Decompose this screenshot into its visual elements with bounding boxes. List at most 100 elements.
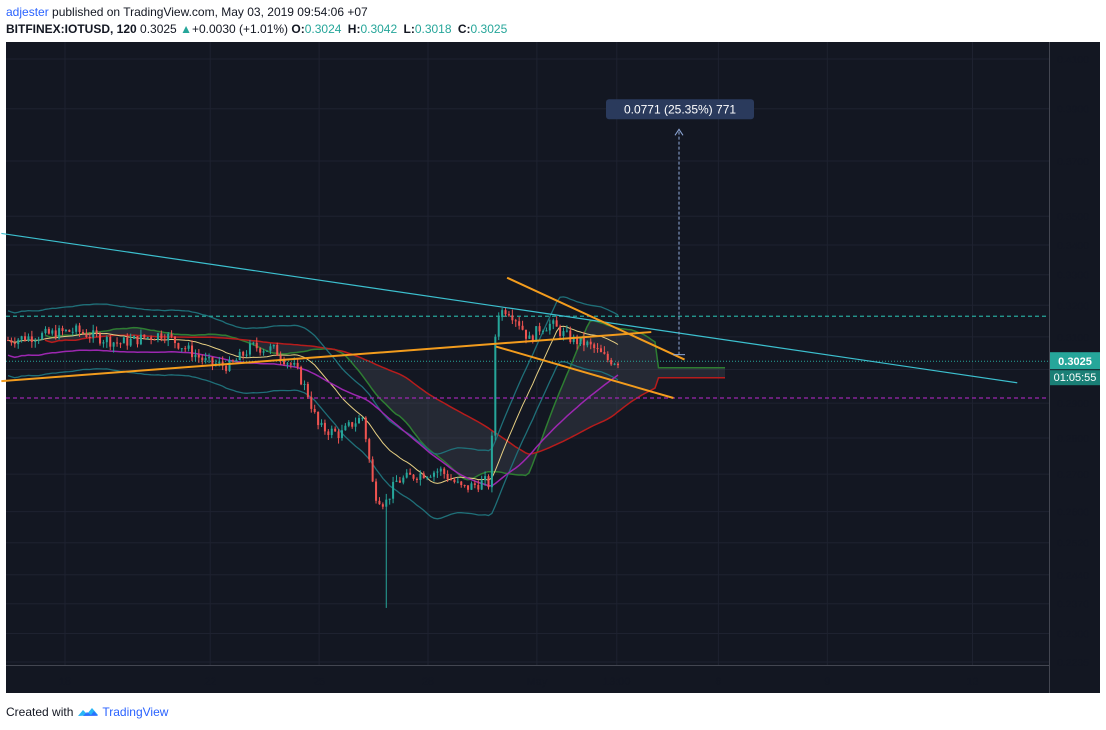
candle-body xyxy=(613,363,616,365)
y-tick-label: 0.3100 xyxy=(1057,332,1089,344)
y-tick-label: 0.3900 xyxy=(1057,104,1089,116)
candle-body xyxy=(300,366,303,385)
candle-body xyxy=(453,479,456,483)
candle-body xyxy=(371,459,374,482)
candle-body xyxy=(538,326,541,332)
candle-body xyxy=(484,476,487,481)
candle-body xyxy=(320,422,323,426)
candle-body xyxy=(238,351,241,361)
candle-body xyxy=(378,500,381,505)
candle-body xyxy=(272,344,275,347)
low-label: L: xyxy=(403,22,415,36)
candle-body xyxy=(20,336,23,340)
candle-body xyxy=(504,310,507,315)
descending-trendline xyxy=(1,232,1018,384)
drawings[interactable] xyxy=(1,232,1018,399)
candle-body xyxy=(419,473,422,480)
symbol-label[interactable]: BITFINEX:IOTUSD, 120 xyxy=(6,22,137,36)
candle-body xyxy=(521,325,524,330)
candle-body xyxy=(422,473,425,479)
candle-body xyxy=(480,480,483,490)
close-label: C: xyxy=(457,22,471,36)
candle-body xyxy=(112,342,115,347)
candle-body xyxy=(337,431,340,439)
candle-body xyxy=(81,331,84,334)
candle-body xyxy=(64,329,67,331)
candle-body xyxy=(398,480,401,483)
y-tick-label: 0.2600 xyxy=(1057,507,1089,519)
high-value: 0.3042 xyxy=(360,22,398,36)
candle-body xyxy=(569,330,572,343)
author-link[interactable]: adjester xyxy=(6,5,49,19)
candle-body xyxy=(313,408,316,413)
last-price-badge-text: 0.3025 xyxy=(1058,356,1092,368)
measure-tool[interactable]: 0.0771 (25.35%) 771 xyxy=(606,99,754,356)
candle-body xyxy=(34,340,37,343)
tradingview-link[interactable]: TradingView xyxy=(102,705,169,719)
candle-body xyxy=(167,334,170,341)
candle-body xyxy=(531,335,534,342)
measure-arrow-icon xyxy=(674,128,684,136)
x-tick-label: May xyxy=(527,676,548,688)
candle-body xyxy=(61,328,64,331)
candle-body xyxy=(501,310,504,318)
candle-body xyxy=(545,330,548,332)
candle-body xyxy=(71,331,74,333)
measure-label-box xyxy=(606,99,754,120)
candle-body xyxy=(187,345,190,349)
candle-body xyxy=(88,337,91,339)
candle-body xyxy=(54,330,57,339)
candle-body xyxy=(75,325,78,332)
candle-body xyxy=(582,336,585,346)
candle-body xyxy=(494,336,497,436)
measure-label: 0.0771 (25.35%) 771 xyxy=(624,102,736,116)
published-text: published on TradingView.com, May 03, 20… xyxy=(48,5,368,19)
candle-body xyxy=(129,338,132,346)
candle-body xyxy=(296,362,299,367)
lower-band-line xyxy=(7,361,619,520)
candle-body xyxy=(467,485,470,490)
candle-body xyxy=(13,342,16,345)
candle-body xyxy=(340,430,343,439)
candle-body xyxy=(327,431,330,436)
candle-body xyxy=(385,499,388,507)
candle-body xyxy=(412,474,415,479)
candle-body xyxy=(555,320,558,327)
candle-body xyxy=(146,337,149,339)
candle-body xyxy=(429,476,432,478)
candle-body xyxy=(279,355,282,360)
candle-body xyxy=(589,341,592,345)
x-axis-labels: 18 22 25 28 May 13:00 6 9 13 xyxy=(59,676,979,688)
candle-body xyxy=(354,423,357,427)
candle-body xyxy=(507,314,510,316)
candle-body xyxy=(191,345,194,358)
wedge-upper-line xyxy=(506,276,685,361)
candle-body xyxy=(269,346,272,351)
y-tick-label: 0.3400 xyxy=(1057,240,1089,252)
candle-body xyxy=(487,476,490,488)
candle-body xyxy=(153,339,156,341)
candle-body xyxy=(68,329,71,332)
candle-body xyxy=(392,481,395,499)
horizontal-levels xyxy=(6,315,1049,399)
y-tick-label: 0.2235 xyxy=(1057,657,1089,669)
candle-body xyxy=(51,330,54,334)
candle-body xyxy=(286,363,289,365)
candle-body xyxy=(255,342,258,349)
candle-body xyxy=(41,333,44,340)
candle-body xyxy=(231,360,234,362)
created-with-text: Created with xyxy=(6,705,74,719)
candle-body xyxy=(293,362,296,365)
countdown-badge xyxy=(1050,370,1100,386)
candle-body xyxy=(105,336,108,343)
candle-body xyxy=(596,348,599,350)
candle-body xyxy=(603,352,606,354)
chart-background xyxy=(6,42,1050,693)
y-tick-label: 0.3200 xyxy=(1057,300,1089,312)
candle-body xyxy=(122,337,125,344)
candle-body xyxy=(98,333,102,344)
open-value: 0.3024 xyxy=(304,22,342,36)
candle-body xyxy=(276,344,279,356)
candle-body xyxy=(180,348,183,350)
price-chart[interactable]: 0.0771 (25.35%) 771 0.4100 0.3900 0.3700 0.… xyxy=(0,42,1106,694)
